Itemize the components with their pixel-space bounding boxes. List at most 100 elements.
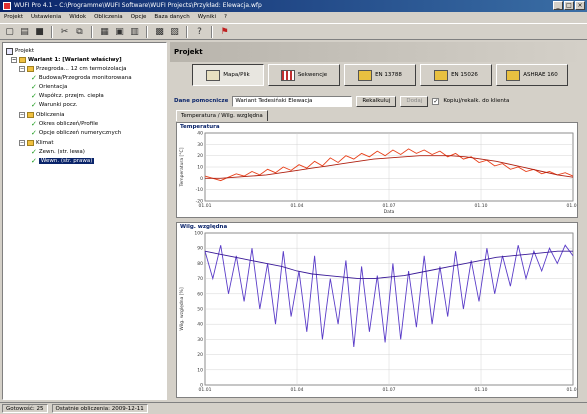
check-icon: ✓ (31, 83, 37, 91)
collapse-icon[interactable]: − (19, 112, 25, 118)
x-tick-label: 01.01 (199, 203, 212, 209)
tab-sekwencje[interactable]: Sekwencje (268, 64, 340, 86)
y-tick-label: 20 (197, 153, 203, 159)
recalc-button[interactable]: Rekalkuluj (356, 95, 397, 107)
paste-icon[interactable]: ▦ (100, 26, 109, 37)
tree-item-wspolcz[interactable]: ✓ Współcz. przejm. ciepła (31, 92, 104, 100)
project-tree: Projekt − Wariant 1: [Wariant właściwy] … (2, 42, 167, 400)
menu-projekt[interactable]: Projekt (4, 14, 23, 20)
save-icon[interactable]: ■ (35, 26, 44, 37)
y-tick-label: 70 (197, 276, 203, 282)
humidity-chart: Wilg. względna 0 10 20 30 40 50 60 70 80 90 100 01.… (176, 222, 578, 398)
folder-icon (506, 69, 521, 81)
tab-ashrae[interactable]: ASHRAE 160 (496, 64, 568, 86)
pin-icon[interactable]: ⚑ (220, 26, 229, 37)
check-icon: ✓ (31, 101, 37, 109)
tree-item-orientacja[interactable]: ✓ Orientacja (31, 83, 68, 91)
calc-icon[interactable]: ▣ (115, 26, 124, 37)
tab-mapa[interactable]: Mapa/Plik (192, 64, 264, 86)
folder-icon (27, 140, 34, 146)
open-icon[interactable]: ▤ (20, 26, 29, 37)
layout-icon[interactable]: ▧ (170, 26, 179, 37)
menu-obliczenia[interactable]: Obliczenia (94, 14, 123, 20)
tree-item-budowa[interactable]: ✓ Budowa/Przegroda monitorowana (31, 74, 132, 82)
copy-checkbox[interactable]: ✓ (432, 97, 440, 105)
check-icon: ✓ (31, 129, 37, 137)
collapse-icon[interactable]: − (19, 140, 25, 146)
tree-item-wewn[interactable]: ✓ Wewn. (str. prawa) (31, 157, 95, 165)
map-icon (206, 69, 221, 81)
copy-checkbox-label: Kopiuj/rekalk. do klienta (443, 98, 510, 104)
tab-en13788[interactable]: EN 13788 (344, 64, 416, 86)
x-tick-label: 01.10 (475, 203, 488, 209)
x-tick-label: 01.01 (199, 387, 212, 393)
app-icon (3, 2, 11, 10)
y-tick-label: 10 (197, 367, 203, 373)
y-tick-label: 30 (197, 337, 203, 343)
y-tick-label: 50 (197, 307, 203, 313)
x-tick-label: 01.04 (291, 203, 304, 209)
check-icon: ✓ (31, 148, 37, 156)
copy-icon[interactable]: ⧉ (76, 26, 83, 37)
series-line (204, 148, 574, 182)
minimize-button[interactable]: _ (553, 1, 563, 10)
main-panel: Projekt Mapa/Plik Sekwencje EN 13788 EN … (170, 42, 585, 400)
view-tabs: Mapa/Plik Sekwencje EN 13788 EN 15026 AS… (192, 64, 568, 86)
tree-root[interactable]: Projekt (6, 47, 34, 55)
menu-wyniki[interactable]: Wyniki (197, 14, 217, 20)
folder-icon (358, 69, 373, 81)
help-icon[interactable]: ? (197, 26, 202, 37)
y-tick-label: 40 (197, 322, 203, 328)
temperature-plot: -20 -10 0 10 20 30 40 01.01 01.04 01.07 01.10 01.01… (179, 131, 577, 216)
menu-bar: Projekt Ustawienia Widok Obliczenia Opcj… (0, 12, 587, 23)
collapse-icon[interactable]: − (11, 57, 17, 63)
chart-title: Wilg. względna (180, 224, 228, 230)
tree-construction[interactable]: − Przegroda... 12 cm termoizolacja (19, 66, 127, 72)
name-label: Dane pomocnicze (174, 98, 229, 104)
menu-baza[interactable]: Baza danych (154, 14, 190, 20)
panel-title: Projekt (170, 42, 585, 62)
status-mid: Ostatnie obliczenia: 2009-12-11 (51, 404, 148, 413)
grid-icon[interactable]: ▩ (155, 26, 164, 37)
menu-widok[interactable]: Widok (69, 14, 87, 20)
temperature-chart: Temperatura -20 -10 0 10 20 30 40 01.01 01.04 01.… (176, 122, 578, 218)
y-tick-label: -20 (196, 199, 203, 205)
tree-item-zewn[interactable]: ✓ Zewn. (str. lewa) (31, 148, 85, 156)
check-icon: ✓ (31, 74, 37, 82)
sequence-icon (280, 69, 295, 81)
folder-icon (27, 112, 34, 118)
collapse-icon[interactable]: − (19, 66, 25, 72)
y-tick-label: 60 (197, 291, 203, 297)
tree-item-okres[interactable]: ✓ Okres obliczeń/Profile (31, 120, 99, 128)
menu-opcje[interactable]: Opcje (130, 14, 147, 20)
x-axis-label: Data (384, 209, 395, 215)
project-icon (6, 47, 13, 55)
tree-case[interactable]: − Wariant 1: [Wariant właściwy] (11, 57, 122, 63)
title-bar: WUFI Pro 4.1 – C:\Programme\WUFI Softwar… (0, 0, 587, 12)
chart-title: Temperatura (180, 124, 220, 130)
new-icon[interactable]: ▢ (5, 26, 14, 37)
tab-temp-rh[interactable]: Temperatura / Wilg. względna (176, 110, 268, 121)
maximize-button[interactable]: □ (564, 1, 574, 10)
y-tick-label: 30 (197, 142, 203, 148)
humidity-plot: 0 10 20 30 40 50 60 70 80 90 100 01.01 01.04 01.07 01.… (179, 231, 577, 394)
toolbar: ▢ ▤ ■ ✂ ⧉ ▦ ▣ ▥ ▩ ▧ ? ⚑ (0, 23, 587, 40)
y-tick-label: 80 (197, 261, 203, 267)
tree-calc[interactable]: − Obliczenia (19, 112, 65, 118)
status-bar: Gotowość: 25 Ostatnie obliczenia: 2009-1… (0, 402, 587, 414)
tree-item-warunki[interactable]: ✓ Warunki pocz. (31, 101, 78, 109)
x-tick-label: 01.10 (475, 387, 488, 393)
chart-icon[interactable]: ▥ (130, 26, 139, 37)
menu-ustawienia[interactable]: Ustawienia (30, 14, 62, 20)
menu-help[interactable]: ? (224, 14, 227, 20)
cut-icon[interactable]: ✂ (60, 26, 69, 37)
add-button[interactable]: Dodaj (400, 95, 429, 107)
tree-item-opcje[interactable]: ✓ Opcje obliczeń numerycznych (31, 129, 122, 137)
close-button[interactable]: × (575, 1, 585, 10)
name-field[interactable]: Wariant Tedesiński Elewacja (232, 95, 353, 107)
y-axis-label: Wilg. względna [%] (179, 287, 185, 330)
x-tick-label: 01.01 (567, 387, 577, 393)
folder-icon (19, 57, 26, 63)
tab-en15026[interactable]: EN 15026 (420, 64, 492, 86)
tree-climate[interactable]: − Klimat (19, 140, 54, 146)
